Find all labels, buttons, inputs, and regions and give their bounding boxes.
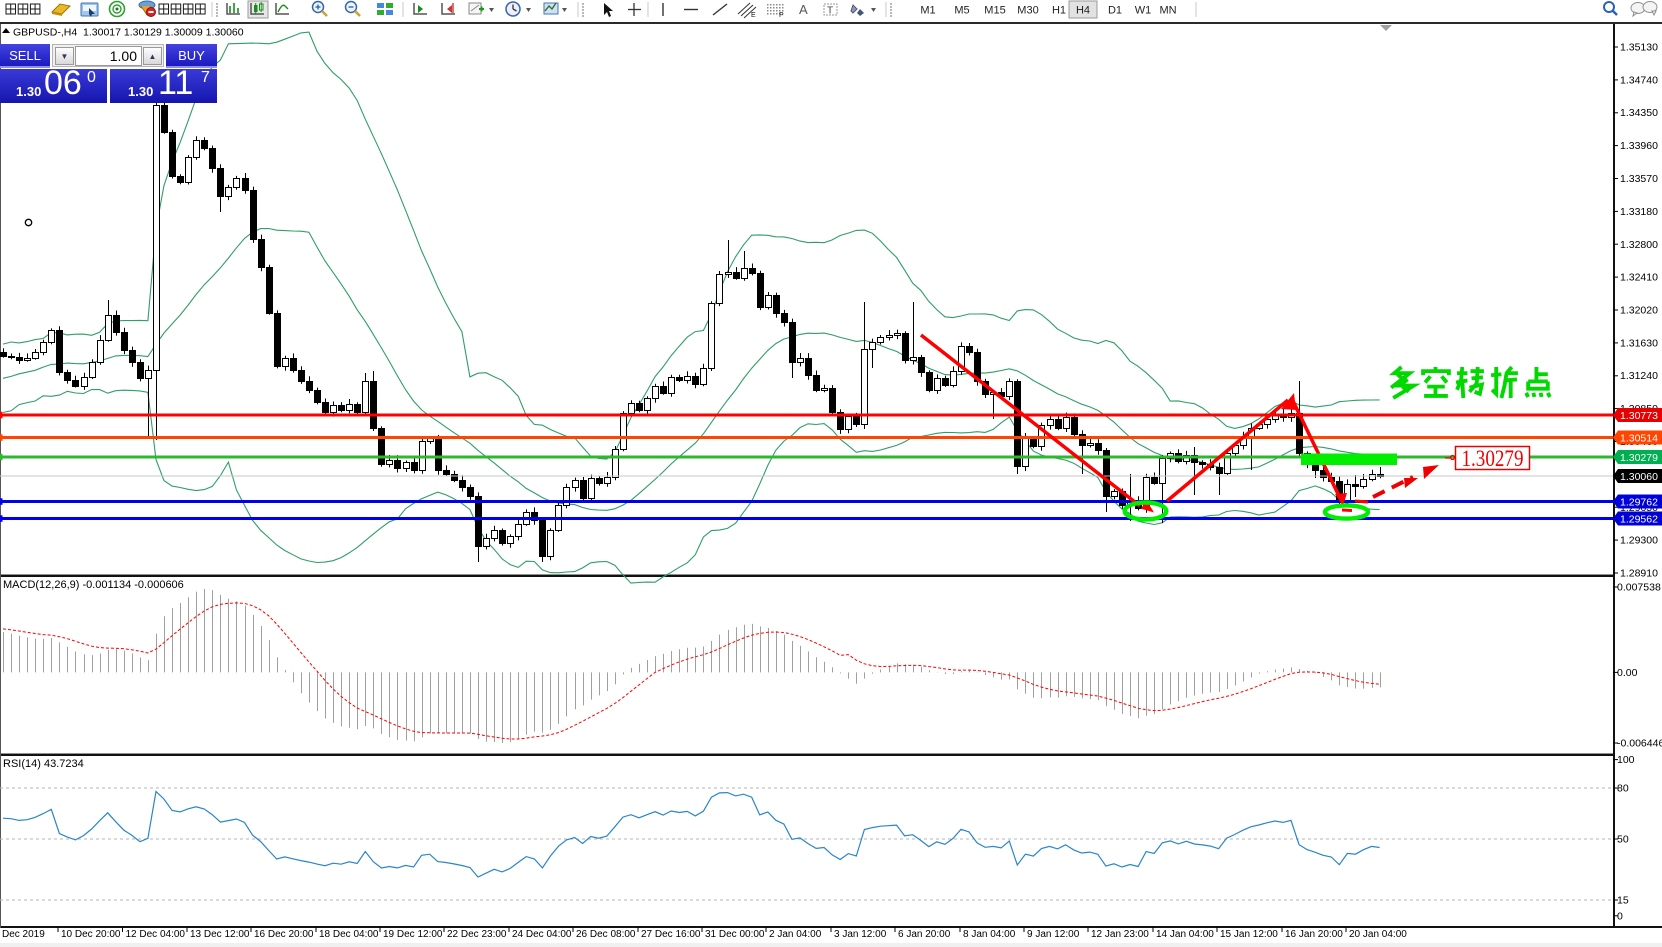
svg-text:14 Jan 04:00: 14 Jan 04:00 [1156,929,1214,940]
svg-text:1.30279: 1.30279 [1620,452,1658,464]
svg-text:1.30060: 1.30060 [1620,471,1658,483]
svg-text:3 Jan 12:00: 3 Jan 12:00 [834,929,887,940]
svg-text:18 Dec 04:00: 18 Dec 04:00 [319,929,379,940]
svg-text:26 Dec 08:00: 26 Dec 08:00 [576,929,636,940]
svg-text:6 Jan 20:00: 6 Jan 20:00 [898,929,951,940]
svg-text:1.34740: 1.34740 [1620,74,1658,86]
svg-text:22 Dec 23:00: 22 Dec 23:00 [447,929,507,940]
svg-text:-0.006446: -0.006446 [1617,738,1662,750]
svg-text:24 Dec 04:00: 24 Dec 04:00 [512,929,572,940]
svg-text:2 Jan 04:00: 2 Jan 04:00 [769,929,822,940]
svg-text:M1: M1 [920,5,935,17]
svg-text:31 Dec 00:00: 31 Dec 00:00 [705,929,765,940]
svg-text:15 Jan 12:00: 15 Jan 12:00 [1220,929,1278,940]
svg-text:1.30773: 1.30773 [1620,410,1658,422]
svg-text:1.32020: 1.32020 [1620,305,1658,317]
svg-text:RSI(14) 43.7234: RSI(14) 43.7234 [3,758,84,770]
svg-text:27 Dec 16:00: 27 Dec 16:00 [641,929,701,940]
svg-text:1.29562: 1.29562 [1620,514,1658,526]
svg-text:GBPUSD-,H4 1.30017 1.30129 1.: GBPUSD-,H4 1.30017 1.30129 1.30009 1.300… [13,27,244,39]
svg-text:16 Jan 20:00: 16 Jan 20:00 [1285,929,1343,940]
svg-text:1.33180: 1.33180 [1620,206,1658,218]
svg-text:W1: W1 [1135,5,1152,17]
svg-text:E: E [751,12,756,19]
svg-text:0.00: 0.00 [1617,667,1638,679]
svg-text:13 Dec 12:00: 13 Dec 12:00 [190,929,250,940]
svg-text:1.30279: 1.30279 [1462,446,1524,471]
svg-text:10 Dec 20:00: 10 Dec 20:00 [61,929,121,940]
svg-text:M30: M30 [1017,5,1038,17]
svg-text:1.33960: 1.33960 [1620,140,1658,152]
svg-text:1.28910: 1.28910 [1620,568,1658,580]
svg-text:20 Jan 04:00: 20 Jan 04:00 [1349,929,1407,940]
svg-text:D1: D1 [1108,5,1122,17]
svg-text:H1: H1 [1052,5,1066,17]
svg-text:50: 50 [1617,834,1629,846]
svg-text:16 Dec 20:00: 16 Dec 20:00 [254,929,314,940]
svg-text:1.29762: 1.29762 [1620,497,1658,509]
svg-text:1.32800: 1.32800 [1620,239,1658,251]
svg-text:1.31240: 1.31240 [1620,370,1658,382]
svg-text:12 Dec 04:00: 12 Dec 04:00 [126,929,186,940]
svg-text:H4: H4 [1076,5,1090,17]
svg-text:M15: M15 [984,5,1005,17]
svg-text:8 Jan 04:00: 8 Jan 04:00 [963,929,1016,940]
svg-text:MN: MN [1159,5,1176,17]
svg-text:A: A [799,2,808,17]
svg-text:1.30514: 1.30514 [1620,433,1658,445]
svg-text:9 Jan 12:00: 9 Jan 12:00 [1027,929,1080,940]
svg-text:100: 100 [1617,754,1635,766]
svg-text:0.007538: 0.007538 [1617,582,1661,594]
svg-text:15: 15 [1617,895,1629,907]
svg-text:19 Dec 12:00: 19 Dec 12:00 [383,929,443,940]
svg-text:80: 80 [1617,783,1629,795]
svg-text:1.34350: 1.34350 [1620,107,1658,119]
svg-text:M5: M5 [954,5,969,17]
svg-text:0: 0 [1617,910,1623,922]
svg-text:T: T [827,6,833,17]
svg-text:1.31630: 1.31630 [1620,337,1658,349]
svg-text:MACD(12,26,9) -0.001134 -0.000: MACD(12,26,9) -0.001134 -0.000606 [3,579,184,591]
svg-text:12 Jan 23:00: 12 Jan 23:00 [1091,929,1149,940]
svg-text:1.35130: 1.35130 [1620,42,1658,54]
svg-text:1.33570: 1.33570 [1620,173,1658,185]
svg-text:Dec 2019: Dec 2019 [2,929,45,940]
svg-text:F: F [779,12,783,19]
svg-text:1.29300: 1.29300 [1620,535,1658,547]
svg-text:1.32410: 1.32410 [1620,272,1658,284]
